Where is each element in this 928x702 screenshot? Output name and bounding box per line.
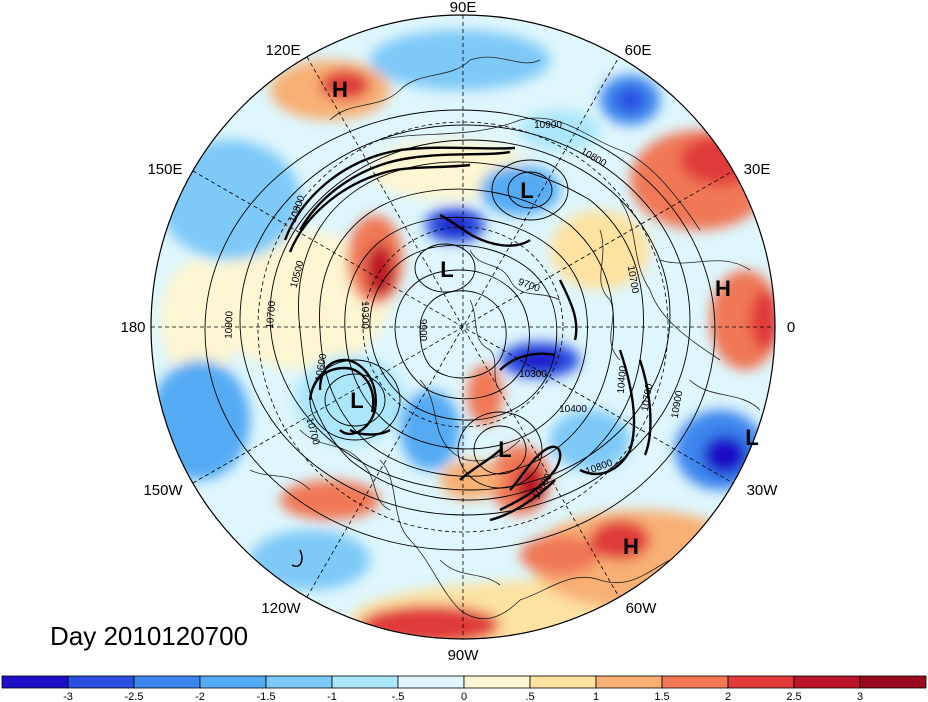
colorbar-label: 2 bbox=[725, 691, 731, 702]
colorbar-swatch bbox=[397, 675, 465, 689]
colorbar-label: 1.5 bbox=[654, 691, 669, 702]
lon-label: 90E bbox=[450, 0, 477, 16]
contour-label: 10900 bbox=[224, 310, 236, 339]
colorbar-swatch bbox=[67, 675, 135, 689]
lon-label: 150W bbox=[143, 482, 183, 499]
colorbar-label: 3 bbox=[857, 691, 863, 702]
low-pressure-label: L bbox=[498, 437, 511, 462]
colorbar-label: -3 bbox=[63, 691, 73, 702]
lon-label: 30E bbox=[744, 161, 771, 178]
colorbar-swatch bbox=[793, 675, 861, 689]
height-contours bbox=[204, 109, 716, 551]
contour-label: 10700 bbox=[625, 265, 641, 295]
colorbar-swatch bbox=[529, 675, 597, 689]
low-pressure-label: L bbox=[440, 257, 453, 282]
lon-label: 150E bbox=[147, 161, 182, 178]
colorbar-label: 1 bbox=[593, 691, 599, 702]
colorbar-label: -2 bbox=[195, 691, 205, 702]
colorbar-label: -.5 bbox=[392, 691, 405, 702]
contour-label: 10700 bbox=[265, 300, 278, 329]
contour-label: 10300 bbox=[519, 369, 547, 380]
lon-label: 180 bbox=[120, 319, 145, 336]
lon-label: 90W bbox=[448, 647, 480, 664]
contour-label: 10400 bbox=[559, 404, 587, 415]
contour-label: 10300 bbox=[359, 301, 370, 329]
colorbar-label: -1 bbox=[327, 691, 337, 702]
colorbar-swatch bbox=[265, 675, 333, 689]
colorbar-label: 0 bbox=[461, 691, 467, 702]
colorbar-label: -2.5 bbox=[125, 691, 144, 702]
high-pressure-label: H bbox=[715, 276, 731, 301]
low-pressure-label: L bbox=[350, 388, 363, 413]
colorbar-swatch bbox=[859, 675, 927, 689]
longitude-labels: 90E 60E 30E 0 30W 60W 90W 120W 150W 180 … bbox=[120, 0, 795, 664]
contour-label: 10700 bbox=[640, 382, 656, 412]
graticule bbox=[151, 15, 775, 639]
colorbar-label: 2.5 bbox=[786, 691, 801, 702]
colorbar-label: .5 bbox=[525, 691, 534, 702]
coastlines bbox=[249, 56, 761, 619]
lon-label: 60E bbox=[625, 42, 652, 59]
jet-contours bbox=[283, 146, 652, 567]
lon-label: 120E bbox=[265, 42, 300, 59]
low-pressure-label: L bbox=[520, 178, 533, 203]
plot-title: Day 2010120700 bbox=[50, 621, 248, 651]
pressure-centers: H L L H L L L H bbox=[332, 77, 759, 559]
lon-label: 0 bbox=[787, 319, 795, 336]
colorbar-swatch bbox=[661, 675, 729, 689]
lon-label: 30W bbox=[747, 482, 779, 499]
contour-label: 10900 bbox=[534, 120, 562, 131]
contour-label: 9900 bbox=[417, 319, 428, 342]
lon-label: 120W bbox=[261, 600, 301, 617]
colorbar-swatch bbox=[199, 675, 267, 689]
colorbar: -3 -2.5 -2 -1.5 -1 -.5 0 .5 1 1.5 2 2.5 3 bbox=[1, 675, 927, 702]
contour-label: 10600 bbox=[314, 352, 330, 382]
colorbar-swatch bbox=[463, 675, 531, 689]
anomaly-field bbox=[151, 15, 775, 639]
contour-label: 10900 bbox=[670, 389, 686, 419]
map-boundary bbox=[150, 14, 776, 640]
low-pressure-label: L bbox=[745, 425, 758, 450]
high-pressure-label: H bbox=[332, 77, 348, 102]
lon-label: 60W bbox=[626, 600, 658, 617]
colorbar-swatch bbox=[331, 675, 399, 689]
high-pressure-label: H bbox=[623, 534, 639, 559]
colorbar-swatch bbox=[727, 675, 795, 689]
colorbar-label: -1.5 bbox=[257, 691, 276, 702]
contour-label: 10400 bbox=[616, 365, 629, 394]
colorbar-swatch bbox=[1, 675, 69, 689]
colorbar-swatch bbox=[133, 675, 201, 689]
colorbar-swatch bbox=[595, 675, 663, 689]
